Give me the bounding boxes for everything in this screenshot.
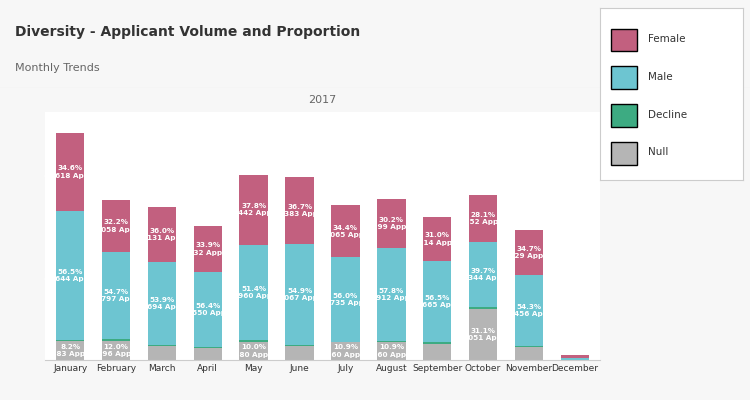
Bar (194, 272, 222, 347)
Bar (194, 348, 222, 360)
Text: 30.2%
(999 Apps): 30.2% (999 Apps) (369, 217, 414, 230)
Text: Male: Male (649, 72, 673, 82)
Bar (560, 355, 589, 358)
Text: 34.7%
(929 Apps): 34.7% (929 Apps) (506, 246, 551, 259)
Text: 34.6%
(1,618 Apps): 34.6% (1,618 Apps) (44, 165, 97, 179)
Bar (377, 248, 406, 341)
Text: 56.0%
(1,735 Apps): 56.0% (1,735 Apps) (319, 293, 372, 306)
Bar (148, 207, 176, 262)
Text: 36.7%
(1,383 Apps): 36.7% (1,383 Apps) (273, 204, 326, 217)
Text: 56.5%
(1,665 Apps): 56.5% (1,665 Apps) (411, 295, 464, 308)
FancyBboxPatch shape (611, 66, 637, 89)
Text: 12.0%
(396 Apps): 12.0% (396 Apps) (94, 344, 139, 357)
Text: 32.2%
(1,058 Apps): 32.2% (1,058 Apps) (90, 219, 142, 233)
Bar (423, 217, 451, 261)
Bar (102, 200, 130, 252)
FancyBboxPatch shape (611, 104, 637, 127)
Text: 28.1%
(952 Apps): 28.1% (952 Apps) (460, 212, 506, 225)
Text: Null: Null (649, 148, 669, 158)
Text: 53.9%
(1,694 Apps): 53.9% (1,694 Apps) (136, 296, 188, 310)
Text: 51.4%
(1,960 Apps): 51.4% (1,960 Apps) (227, 286, 280, 299)
Bar (285, 177, 314, 244)
Bar (56, 211, 85, 340)
Bar (514, 346, 543, 360)
FancyBboxPatch shape (611, 142, 637, 164)
Text: 39.7%
(1,344 Apps): 39.7% (1,344 Apps) (457, 268, 509, 281)
Bar (239, 245, 268, 340)
Text: 2017: 2017 (308, 95, 337, 105)
Bar (56, 340, 85, 341)
Bar (56, 341, 85, 360)
Bar (285, 244, 314, 345)
Bar (148, 346, 176, 360)
Text: 36.0%
(1,131 Apps): 36.0% (1,131 Apps) (136, 228, 188, 242)
Bar (377, 341, 406, 342)
Bar (423, 261, 451, 342)
Bar (56, 132, 85, 211)
Bar (332, 257, 360, 342)
Text: 8.2%
(383 Apps): 8.2% (383 Apps) (48, 344, 93, 358)
Bar (239, 340, 268, 342)
Bar (194, 347, 222, 348)
Bar (377, 342, 406, 360)
Bar (423, 342, 451, 344)
Bar (469, 307, 497, 309)
Text: 31.0%
(914 Apps): 31.0% (914 Apps) (415, 232, 460, 246)
Text: 54.7%
(1,797 Apps): 54.7% (1,797 Apps) (90, 288, 142, 302)
Text: 33.9%
(932 Apps): 33.9% (932 Apps) (185, 242, 230, 256)
Bar (469, 309, 497, 360)
Text: Monthly Trends: Monthly Trends (15, 63, 100, 73)
Bar (102, 339, 130, 341)
Bar (469, 242, 497, 307)
Text: 10.9%
(360 Apps): 10.9% (360 Apps) (369, 344, 414, 358)
FancyBboxPatch shape (611, 29, 637, 51)
Bar (148, 262, 176, 344)
Bar (102, 341, 130, 360)
Bar (469, 196, 497, 242)
Bar (514, 275, 543, 346)
Bar (332, 342, 360, 360)
Bar (148, 344, 176, 346)
Bar (285, 346, 314, 360)
Text: 10.9%
(360 Apps): 10.9% (360 Apps) (323, 344, 368, 358)
Bar (514, 230, 543, 275)
Text: 37.8%
(1,442 Apps): 37.8% (1,442 Apps) (227, 203, 280, 216)
Bar (239, 342, 268, 360)
Bar (285, 345, 314, 346)
Bar (423, 344, 451, 360)
Bar (194, 226, 222, 272)
Text: 54.9%
(2,067 Apps): 54.9% (2,067 Apps) (273, 288, 326, 301)
Text: Diversity - Applicant Volume and Proportion: Diversity - Applicant Volume and Proport… (15, 25, 360, 39)
Text: Decline: Decline (649, 110, 688, 120)
Text: 10.0%
(380 Apps): 10.0% (380 Apps) (231, 344, 276, 358)
Text: 31.1%
(1,051 Apps): 31.1% (1,051 Apps) (457, 328, 509, 341)
Text: 34.4%
(1,065 Apps): 34.4% (1,065 Apps) (319, 224, 372, 238)
Bar (102, 252, 130, 339)
Text: 54.3%
(1,456 Apps): 54.3% (1,456 Apps) (503, 304, 555, 317)
Bar (560, 358, 589, 360)
Text: 56.4%
(1,550 Apps): 56.4% (1,550 Apps) (182, 302, 234, 316)
Bar (377, 199, 406, 248)
Bar (332, 206, 360, 257)
Text: 56.5%
(2,644 Apps): 56.5% (2,644 Apps) (44, 269, 97, 282)
Text: Female: Female (649, 34, 686, 44)
Bar (239, 174, 268, 245)
Text: 57.8%
(1,912 Apps): 57.8% (1,912 Apps) (365, 288, 418, 301)
